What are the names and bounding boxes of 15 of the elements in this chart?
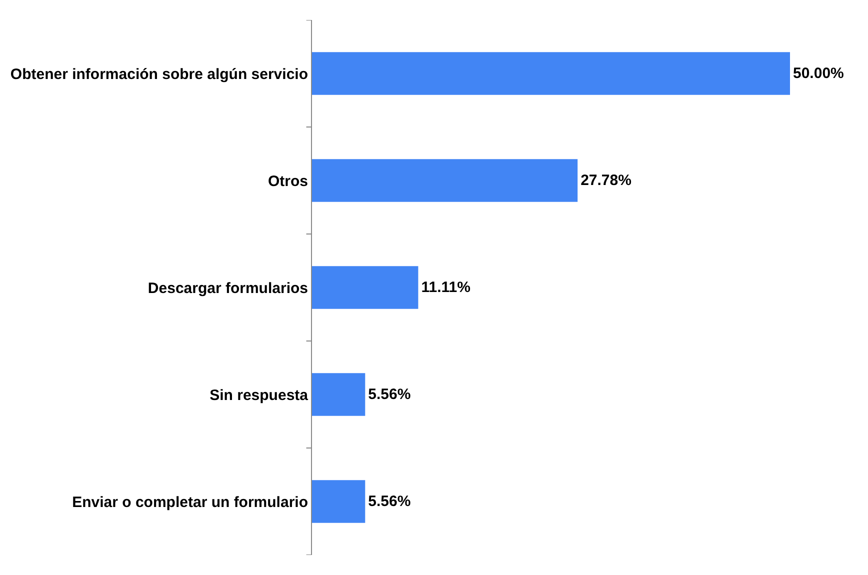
bar — [312, 373, 366, 416]
data-label: 27.78% — [580, 172, 632, 189]
y-tick-label: Obtener información sobre algún servicio — [10, 66, 308, 83]
bar — [312, 159, 578, 202]
bar — [312, 52, 790, 95]
data-label: 50.00% — [793, 65, 844, 82]
y-tick-label: Sin respuesta — [210, 386, 309, 404]
y-tick-label: Descargar formularios — [148, 280, 308, 297]
y-tick-label: Enviar o completar un formulario — [72, 494, 308, 511]
data-label: 5.56% — [368, 386, 411, 403]
data-label: 11.11% — [421, 279, 470, 296]
y-tick-label: Otros — [268, 172, 308, 190]
bar — [312, 480, 366, 523]
bar — [312, 266, 418, 309]
data-label: 5.56% — [368, 493, 411, 510]
